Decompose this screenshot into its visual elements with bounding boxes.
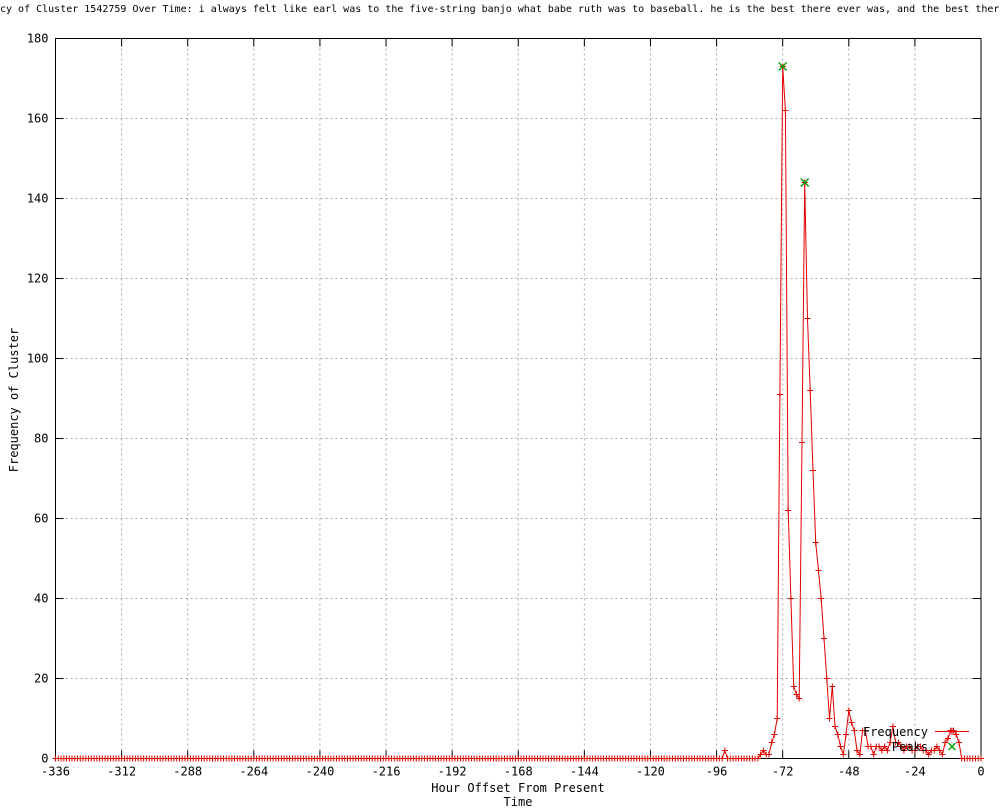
x-tick-label: -216 [372,765,401,779]
x-tick-label: -168 [504,765,533,779]
y-tick-label: 40 [34,592,48,606]
frequency-line-sample-icon [935,728,969,735]
y-tick-label: 120 [27,272,49,286]
legend: Frequency Peaks [820,724,970,754]
y-tick-label: 180 [27,32,49,46]
tick-marks [55,38,982,759]
x-tick-label: 0 [977,765,984,779]
x-tick-label: -264 [239,765,268,779]
peak-markers [778,62,810,187]
peaks-marker-sample-icon [948,742,956,751]
x-tick-label: -48 [838,765,860,779]
frequency-point-markers [52,63,984,762]
x-tick-label: -288 [173,765,202,779]
x-tick-label: -144 [570,765,599,779]
x-tick-label: -72 [772,765,794,779]
x-tick-label: -312 [107,765,136,779]
chart-title: cy of Cluster 1542759 Over Time: i alway… [0,4,1000,15]
y-tick-label: 80 [34,432,48,446]
y-tick-label: 140 [27,192,49,206]
y-tick-label: 100 [27,352,49,366]
legend-item-peaks: Peaks [820,739,970,754]
x-axis-label: Hour Offset From Present Time [431,781,605,809]
y-tick-label: 60 [34,512,48,526]
y-tick-label: 0 [41,752,48,766]
legend-label-frequency: Frequency [862,724,928,739]
x-tick-label: -96 [706,765,728,779]
x-tick-label: -336 [41,765,70,779]
legend-label-peaks: Peaks [891,739,928,754]
legend-item-frequency: Frequency [820,724,970,739]
y-tick-label: 20 [34,672,48,686]
x-tick-label: -120 [636,765,665,779]
y-tick-label: 160 [27,112,49,126]
x-tick-label: -192 [438,765,467,779]
x-tick-label: -24 [904,765,926,779]
x-tick-label: -240 [305,765,334,779]
